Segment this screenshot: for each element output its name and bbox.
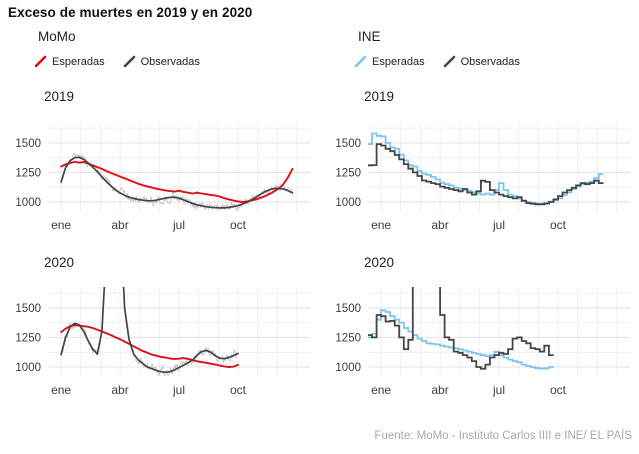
x-tick-label: jul [172, 218, 185, 232]
y-tick-label: 1500 [335, 303, 361, 315]
y-tick-label: 1250 [15, 167, 41, 179]
esperadas-line-key-icon [34, 55, 47, 68]
observadas-line-key-icon [443, 55, 455, 68]
x-tick-label: ene [371, 383, 391, 397]
x-tick-label: oct [550, 383, 567, 397]
x-tick-label: oct [550, 218, 567, 232]
y-tick-label: 1500 [335, 138, 361, 150]
y-tick-label: 1250 [335, 332, 361, 344]
legend-item-observadas: Observadas [443, 55, 520, 68]
chart-momo-2019: ene abr jul oct 1000 1250 1500 [15, 122, 310, 232]
column-ine: INE Esperadas Observadas 2019 ene abr jul o… [328, 28, 639, 428]
page-title: Exceso de muertes en 2019 y en 2020 [8, 5, 253, 20]
x-tick-label: oct [230, 383, 247, 397]
esperadas-line-key-icon [354, 55, 367, 68]
series-esperadas-line [368, 309, 554, 370]
legend-label-observadas: Observadas [460, 55, 520, 68]
x-tick-label: oct [230, 218, 247, 232]
x-tick-label: ene [371, 218, 391, 232]
legend-ine: Esperadas Observadas [354, 55, 520, 68]
y-tick-label: 1000 [335, 362, 361, 374]
series-observadas-line [368, 143, 604, 206]
x-tick-label: ene [51, 218, 71, 232]
x-tick-label: abr [431, 383, 448, 397]
chart-title-ine-2019: 2019 [364, 89, 395, 104]
legend-item-esperadas: Esperadas [34, 55, 105, 68]
y-tick-label: 1500 [15, 138, 41, 150]
x-tick-label: jul [492, 218, 505, 232]
y-tick-label: 1000 [15, 362, 41, 374]
chart-ine-2019: ene abr jul oct 1000 1250 1500 [335, 122, 630, 232]
observadas-line-key-icon [123, 55, 135, 68]
series-observadas-line [60, 287, 239, 374]
legend-label-esperadas: Esperadas [372, 55, 425, 68]
series-observadas-line [368, 287, 554, 370]
chart-title-momo-2020: 2020 [44, 255, 75, 270]
legend-item-esperadas: Esperadas [354, 55, 425, 68]
x-tick-label: abr [431, 218, 448, 232]
x-tick-label: ene [51, 383, 71, 397]
column-header-momo: MoMo [38, 29, 76, 44]
y-tick-label: 1250 [335, 167, 361, 179]
legend-label-observadas: Observadas [140, 55, 200, 68]
column-momo: MoMo Esperadas Observadas 2019 ene abr jul… [8, 28, 322, 428]
legend-label-esperadas: Esperadas [52, 55, 105, 68]
x-tick-label: jul [492, 383, 505, 397]
chart-ine-2020: ene abr jul oct 1000 1250 1500 [335, 287, 630, 397]
y-tick-label: 1250 [15, 332, 41, 344]
chart-title-momo-2019: 2019 [44, 89, 75, 104]
y-tick-label: 1500 [15, 303, 41, 315]
chart-momo-2020: ene abr jul oct 1000 1250 1500 [15, 287, 310, 397]
chart-title-ine-2020: 2020 [364, 255, 395, 270]
series-observadas-line [60, 156, 294, 209]
y-tick-label: 1000 [335, 197, 361, 209]
series-esperadas-line [60, 160, 294, 203]
x-tick-label: abr [111, 218, 128, 232]
series-esperadas-line [60, 324, 239, 368]
x-tick-label: jul [172, 383, 185, 397]
source-attribution: Fuente: MoMo - Instituto Carlos IIII e I… [374, 430, 632, 442]
y-tick-label: 1000 [15, 197, 41, 209]
column-header-ine: INE [358, 29, 381, 44]
legend-item-observadas: Observadas [123, 55, 200, 68]
x-tick-label: abr [111, 383, 128, 397]
legend-momo: Esperadas Observadas [34, 55, 200, 68]
